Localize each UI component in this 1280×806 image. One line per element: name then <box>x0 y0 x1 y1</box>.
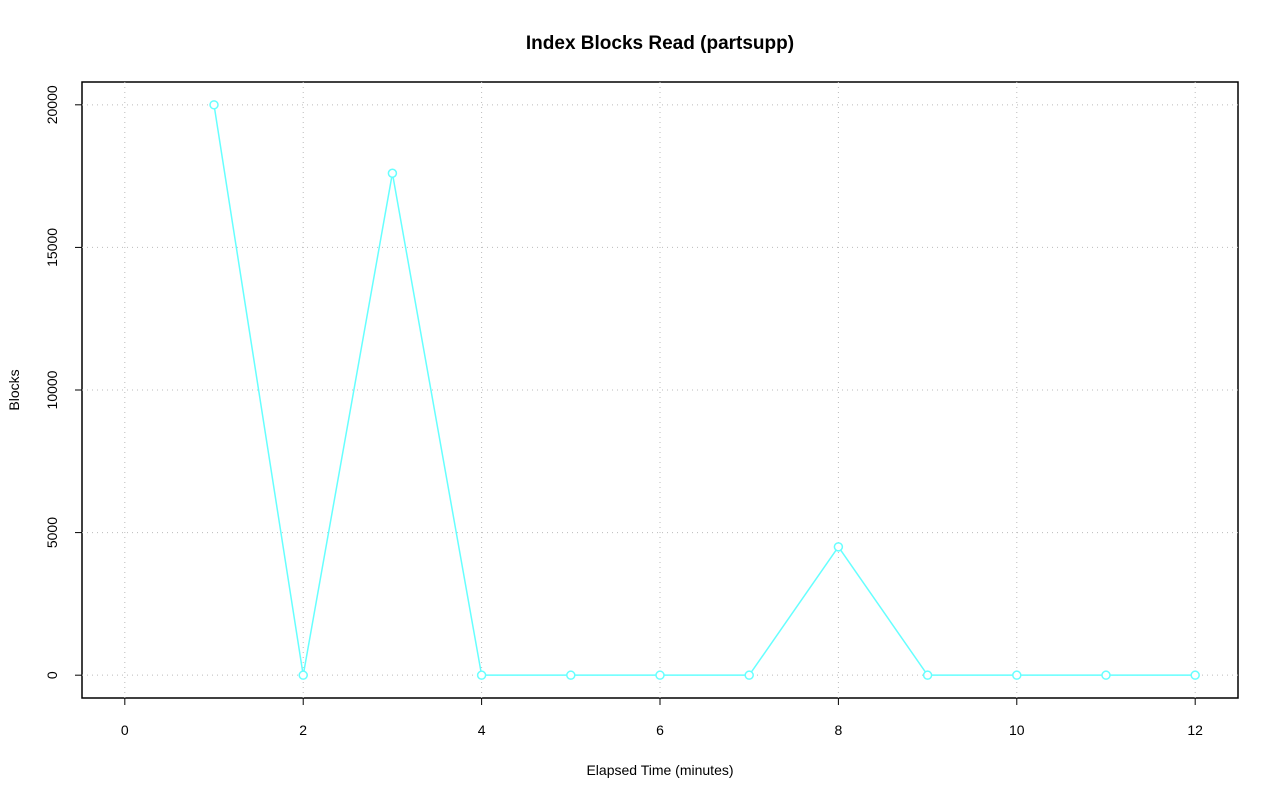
point <box>1190 670 1200 680</box>
y-axis-label: Blocks <box>6 369 22 410</box>
point <box>387 168 398 179</box>
point <box>566 670 576 680</box>
x-tick-label: 10 <box>1009 722 1025 738</box>
point <box>1101 670 1111 680</box>
x-tick-label: 6 <box>656 722 664 738</box>
chart-title: Index Blocks Read (partsupp) <box>526 33 794 54</box>
x-tick-label: 0 <box>121 722 129 738</box>
x-axis-label: Elapsed Time (minutes) <box>586 762 733 778</box>
point <box>655 670 665 680</box>
x-tick-label: 12 <box>1187 722 1203 738</box>
point <box>922 670 933 680</box>
y-tick-label: 5000 <box>44 517 60 548</box>
point <box>833 542 844 552</box>
y-tick-label: 15000 <box>44 228 60 267</box>
point <box>476 670 487 680</box>
x-tick-label: 4 <box>478 722 486 738</box>
point <box>209 100 219 110</box>
point <box>1012 670 1022 680</box>
x-tick-label: 2 <box>299 722 307 738</box>
point <box>298 670 308 680</box>
x-tick-label: 8 <box>834 722 842 738</box>
point <box>744 670 754 680</box>
plot-frame <box>81 81 1239 699</box>
y-tick-label: 10000 <box>44 370 60 409</box>
y-tick-label: 0 <box>44 671 60 679</box>
y-tick-label: 20000 <box>44 85 60 124</box>
series-line <box>213 104 1196 676</box>
